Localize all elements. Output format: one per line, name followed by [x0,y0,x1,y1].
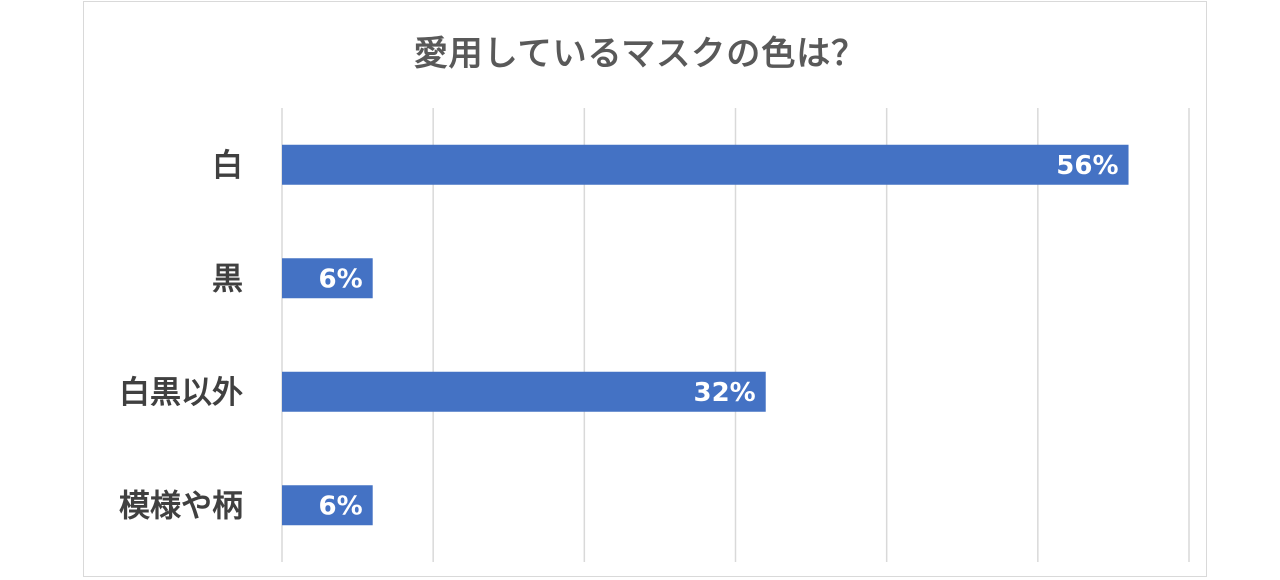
chart-frame [83,1,1207,577]
category-label: 白黒以外 [119,375,243,411]
category-label: 黒 [212,261,243,297]
data-label: 6% [319,491,363,521]
bar [282,258,373,299]
bar [282,144,1129,185]
category-label: 模様や柄 [119,488,243,524]
data-label: 6% [319,264,363,294]
data-label: 56% [1056,151,1118,181]
labels: 56% 白 6% 黒 32% 白黒以外 6% 模様や柄 [119,148,1119,525]
bars [282,144,1129,526]
bar [282,485,373,526]
category-label: 白 [212,148,243,184]
bar [282,371,766,412]
chart-title: 愛用しているマスクの色は？ [413,34,867,74]
data-label: 32% [693,378,755,408]
